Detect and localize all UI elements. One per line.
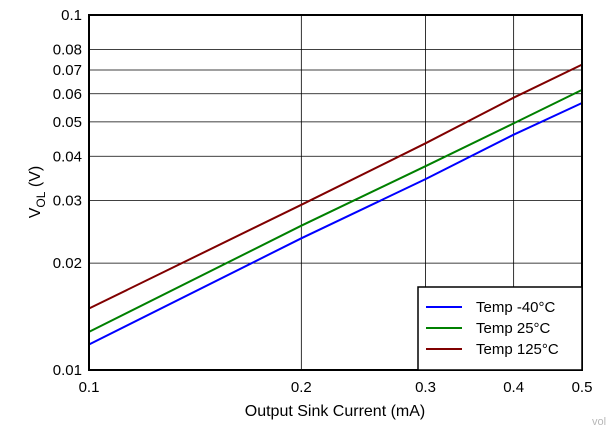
legend-label: Temp -40°C — [476, 299, 556, 316]
legend-label: Temp 25°C — [476, 320, 551, 337]
y-tick-labels: 0.01 0.02 0.03 0.04 0.05 0.06 0.07 0.08 0.1 — [53, 7, 82, 379]
series-line-1 — [88, 102, 583, 346]
x-tick-label: 0.2 — [291, 379, 312, 396]
y-tick-label: 0.03 — [53, 193, 82, 210]
watermark: vol — [592, 416, 606, 426]
y-tick-label: 0.08 — [53, 41, 82, 58]
y-tick-label: 0.06 — [53, 86, 82, 103]
y-tick-label: 0.04 — [53, 148, 82, 165]
y-tick-label: 0.07 — [53, 62, 82, 79]
y-axis-title-main: V — [27, 207, 44, 218]
y-axis-title-subscript: OL — [34, 191, 48, 207]
y-tick-label: 0.1 — [61, 7, 82, 24]
y-tick-label: 0.01 — [53, 362, 82, 379]
series-line-3 — [88, 63, 583, 310]
series-line-2 — [88, 89, 583, 333]
x-tick-labels: 0.1 0.2 0.3 0.4 0.5 — [79, 379, 593, 396]
x-tick-label: 0.4 — [503, 379, 524, 396]
x-axis-title: Output Sink Current (mA) — [245, 403, 426, 420]
legend-label: Temp 125°C — [476, 341, 559, 358]
y-tick-label: 0.05 — [53, 114, 82, 131]
y-axis-title-unit: (V) — [27, 166, 44, 192]
x-tick-label: 0.3 — [415, 379, 436, 396]
y-tick-label: 0.02 — [53, 255, 82, 272]
plot-frame — [88, 14, 583, 371]
y-axis-title: VOL (V) — [27, 166, 48, 218]
legend: Temp -40°C Temp 25°C Temp 125°C — [417, 286, 583, 371]
series-lines — [88, 63, 583, 346]
x-tick-label: 0.5 — [572, 379, 593, 396]
x-tick-label: 0.1 — [79, 379, 100, 396]
